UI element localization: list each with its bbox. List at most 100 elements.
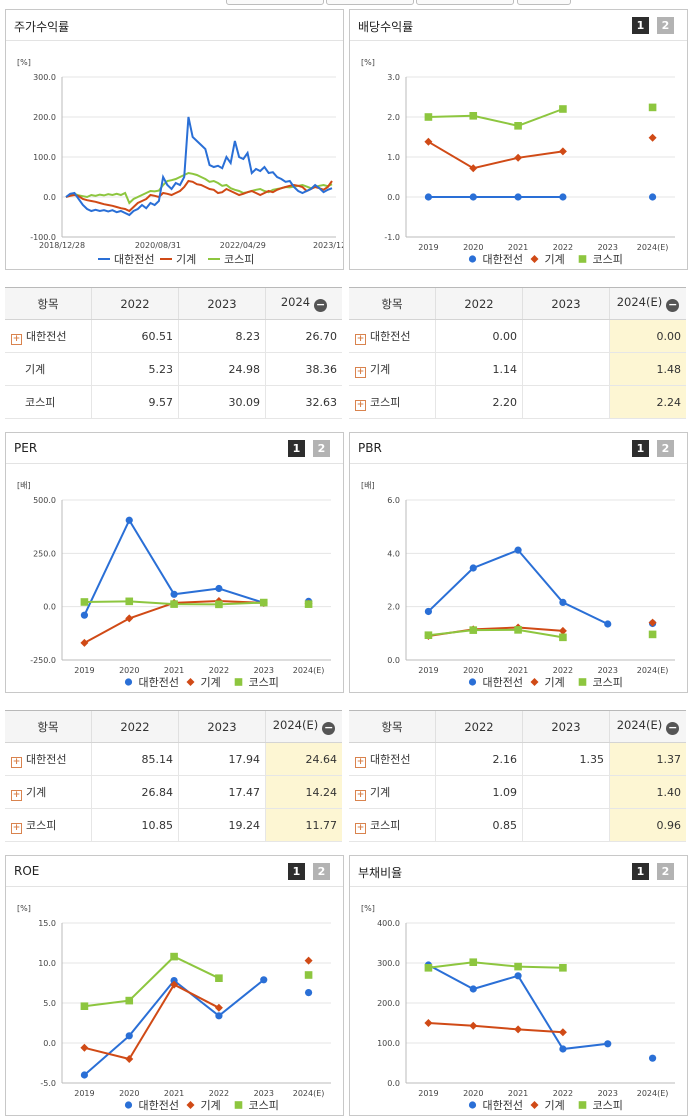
y-tick-label: 5.0 [43, 999, 56, 1008]
y-unit-label: [배] [361, 481, 375, 490]
cell [522, 775, 610, 809]
data-point [80, 1043, 89, 1052]
legend-marker [530, 1101, 539, 1109]
table-row: + 기계 1.14 1.48 [349, 352, 686, 386]
col-header: 2023 [178, 288, 266, 320]
x-tick-label: 2019 [418, 666, 438, 675]
data-point [558, 147, 567, 156]
page-2-button[interactable]: 2 [313, 440, 330, 457]
y-tick-label: 4.0 [387, 549, 400, 558]
top-button-4[interactable] [517, 0, 571, 5]
y-tick-label: 0.0 [43, 193, 56, 202]
top-button-2[interactable] [326, 0, 414, 5]
data-point [259, 598, 268, 607]
expand-icon[interactable]: + [11, 756, 22, 768]
data-point [648, 133, 657, 142]
y-tick-label: 0.0 [387, 193, 400, 202]
col-header: 2023 [522, 288, 610, 320]
expand-icon[interactable]: + [11, 822, 22, 834]
series-line [428, 1022, 563, 1034]
page-2-button[interactable]: 2 [657, 17, 674, 34]
page-1-button[interactable]: 1 [288, 863, 305, 880]
data-point [125, 996, 134, 1005]
x-tick-label: 2022 [209, 1089, 229, 1098]
data-point [215, 584, 223, 593]
x-tick-label: 2021 [508, 1089, 528, 1098]
data-point [514, 193, 522, 201]
expand-icon[interactable]: + [355, 756, 366, 768]
page-1-button[interactable]: 1 [632, 440, 649, 457]
data-point [215, 600, 223, 609]
data-point [424, 137, 433, 146]
legend-marker [186, 1101, 195, 1109]
data-point [648, 103, 657, 112]
cell: 0.96 [609, 808, 686, 842]
collapse-icon[interactable]: − [666, 298, 680, 312]
cell: 2.20 [435, 385, 523, 419]
row-name: 기계 [26, 785, 47, 799]
data-point [648, 193, 657, 201]
cell: 19.24 [178, 808, 266, 842]
expand-icon[interactable]: + [11, 789, 22, 801]
cell [522, 385, 610, 419]
data-point [648, 630, 657, 639]
cell: 11.77 [265, 808, 342, 842]
panel-header: 배당수익률 1 2 [350, 10, 687, 41]
stock-return-panel: 주가수익률 [%] 300.0 200.0 100.0 0.0 -100.0 2018/12… [5, 9, 344, 270]
data-point [469, 626, 478, 634]
cell: 1.40 [609, 775, 686, 809]
cell: 5.23 [91, 352, 179, 386]
data-point [424, 193, 433, 201]
page-2-button[interactable]: 2 [313, 863, 330, 880]
x-tick-label: 2019 [418, 243, 438, 252]
data-point [80, 1002, 89, 1010]
cell: 1.09 [435, 775, 523, 809]
legend-label: 기계 [201, 676, 221, 689]
y-tick-label: 300.0 [377, 959, 400, 968]
collapse-icon[interactable]: − [314, 298, 328, 312]
collapse-icon[interactable]: − [322, 721, 336, 735]
expand-icon[interactable]: + [355, 399, 366, 411]
page-1-button[interactable]: 1 [632, 17, 649, 34]
data-point [514, 122, 522, 130]
x-tick-label: 2024(E) [293, 666, 325, 675]
per-table: 항목 2022 2023 2024(E) − + 대한전선 85.14 17.94 … [5, 711, 342, 842]
legend-marker [234, 1101, 243, 1109]
row-name: 코스피 [370, 818, 401, 832]
data-point [80, 598, 89, 606]
legend-marker [124, 1101, 133, 1109]
col-header: 2024(E) [616, 718, 663, 732]
top-button-1[interactable] [226, 0, 324, 5]
legend-label: 대한전선 [483, 676, 523, 689]
legend-marker [124, 678, 133, 686]
cell: 10.85 [91, 808, 179, 842]
top-button-3[interactable] [416, 0, 514, 5]
table-row: + 대한전선 60.51 8.23 26.70 [5, 319, 342, 353]
expand-icon[interactable]: + [11, 333, 22, 345]
data-point [469, 1021, 478, 1030]
data-point [604, 620, 612, 628]
x-tick-label: 2023 [598, 1089, 618, 1098]
data-point [424, 1019, 433, 1027]
expand-icon[interactable]: + [355, 789, 366, 801]
col-header: 2024 [280, 295, 311, 309]
data-point [469, 958, 478, 966]
per-panel: PER 1 2 [배] 500.0 250.0 0.0 -250.0 2019 2020 20… [5, 432, 344, 693]
stock-return-table: 항목 2022 2023 2024− + 대한전선 60.51 8.23 26.7… [5, 288, 342, 419]
expand-icon[interactable]: + [355, 822, 366, 834]
page-1-button[interactable]: 1 [288, 440, 305, 457]
legend-label: 기계 [545, 253, 565, 266]
dividend-yield-panel: 배당수익률 1 2 [%] 3.0 2.0 1.0 0.0 -1.0 2019 2020 202… [349, 9, 688, 270]
y-tick-label: 15.0 [38, 919, 56, 928]
expand-icon[interactable]: + [355, 366, 366, 378]
page-2-button[interactable]: 2 [657, 863, 674, 880]
expand-icon[interactable]: + [355, 333, 366, 345]
panel-header: PBR 1 2 [350, 433, 687, 464]
x-tick-label: 2024(E) [637, 666, 669, 675]
cell [522, 352, 610, 386]
series-line [428, 108, 564, 127]
cell: 8.23 [178, 319, 266, 353]
collapse-icon[interactable]: − [666, 721, 680, 735]
page-1-button[interactable]: 1 [632, 863, 649, 880]
page-2-button[interactable]: 2 [657, 440, 674, 457]
